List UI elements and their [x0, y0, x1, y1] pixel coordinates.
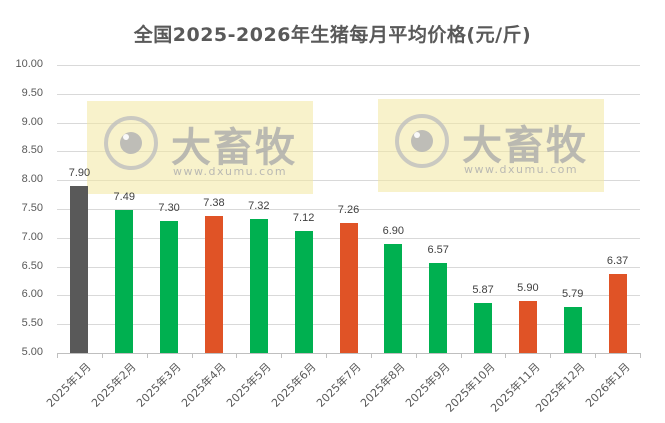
data-label: 6.37: [606, 255, 629, 268]
data-label: 6.57: [427, 243, 449, 256]
gridline: [57, 93, 640, 95]
data-label: 5.87: [472, 283, 494, 296]
x-tick-label: 2025年6月: [268, 360, 319, 410]
y-tick-label: 9.50: [21, 86, 43, 99]
x-tick-label: 2025年5月: [223, 360, 274, 410]
y-tick-label: 5.00: [21, 346, 43, 358]
watermark: 大畜牧 www.dxumu.com: [378, 99, 604, 192]
watermark-brand: 大畜牧: [171, 125, 297, 171]
x-tick-mark: [415, 353, 417, 358]
x-tick-mark: [595, 353, 597, 358]
watermark-url: www.dxumu.com: [464, 163, 579, 176]
bar: [204, 215, 223, 353]
bar: [563, 307, 582, 353]
data-label: 7.26: [337, 203, 360, 216]
bar: [474, 302, 493, 353]
x-tick-mark: [191, 353, 193, 358]
y-tick-label: 6.00: [21, 288, 43, 301]
x-tick-label: 2026年1月: [582, 360, 633, 410]
data-label: 7.32: [248, 200, 270, 213]
x-tick-mark: [281, 353, 283, 358]
bar: [70, 185, 89, 353]
x-tick-mark: [550, 353, 552, 358]
bar: [608, 274, 627, 353]
bar: [339, 222, 358, 353]
x-tick-mark: [505, 353, 507, 358]
watermark: 大畜牧 www.dxumu.com: [87, 101, 313, 194]
chart-title: 全国2025-2026年生猪每月平均价格(元/斤): [133, 24, 532, 46]
data-label: 7.49: [113, 190, 135, 203]
watermark-brand: 大畜牧: [462, 123, 588, 169]
x-tick-mark: [146, 353, 148, 358]
eye-logo-icon: [104, 116, 158, 170]
x-tick-label: 2025年1月: [44, 360, 95, 410]
y-tick-label: 5.50: [21, 317, 43, 330]
bar: [384, 243, 403, 353]
data-label: 7.90: [68, 166, 91, 179]
y-tick-label: 10.00: [15, 58, 43, 70]
y-tick-label: 8.50: [21, 144, 43, 157]
x-tick-mark: [57, 353, 58, 358]
gridline: [57, 122, 640, 124]
y-tick-label: 7.50: [21, 202, 43, 214]
x-axis-line: [57, 353, 640, 354]
bar: [115, 209, 134, 353]
data-label: 5.90: [517, 282, 539, 295]
bar: [294, 230, 313, 353]
gridline: [57, 209, 640, 210]
data-label: 5.79: [562, 288, 584, 301]
data-label: 6.90: [382, 224, 405, 237]
y-tick-label: 8.00: [21, 173, 43, 186]
eye-logo-icon: [395, 114, 449, 168]
x-tick-mark: [460, 353, 462, 358]
bar: [160, 220, 179, 353]
x-tick-label: 2025年4月: [179, 360, 229, 410]
watermark-url: www.dxumu.com: [173, 165, 288, 178]
y-tick-label: 7.00: [21, 230, 43, 243]
x-tick-label: 2025年3月: [134, 360, 184, 410]
bar: [249, 219, 268, 353]
data-label: 7.38: [203, 196, 225, 209]
x-tick-label: 2025年8月: [358, 360, 408, 410]
gridline: [57, 180, 640, 182]
data-label: 7.12: [292, 211, 315, 224]
bar: [518, 301, 537, 353]
x-tick-label: 2025年2月: [89, 360, 139, 410]
x-tick-mark: [640, 353, 641, 358]
x-tick-mark: [326, 353, 328, 358]
y-tick-label: 6.50: [21, 259, 43, 272]
x-tick-mark: [236, 353, 238, 358]
gridline: [57, 65, 640, 66]
x-tick-mark: [101, 353, 103, 358]
x-tick-mark: [370, 353, 372, 358]
y-tick-label: 9.00: [21, 115, 43, 128]
bar: [429, 262, 448, 353]
data-label: 7.30: [158, 201, 180, 214]
gridline: [57, 151, 640, 153]
x-tick-label: 2025年7月: [313, 360, 364, 410]
